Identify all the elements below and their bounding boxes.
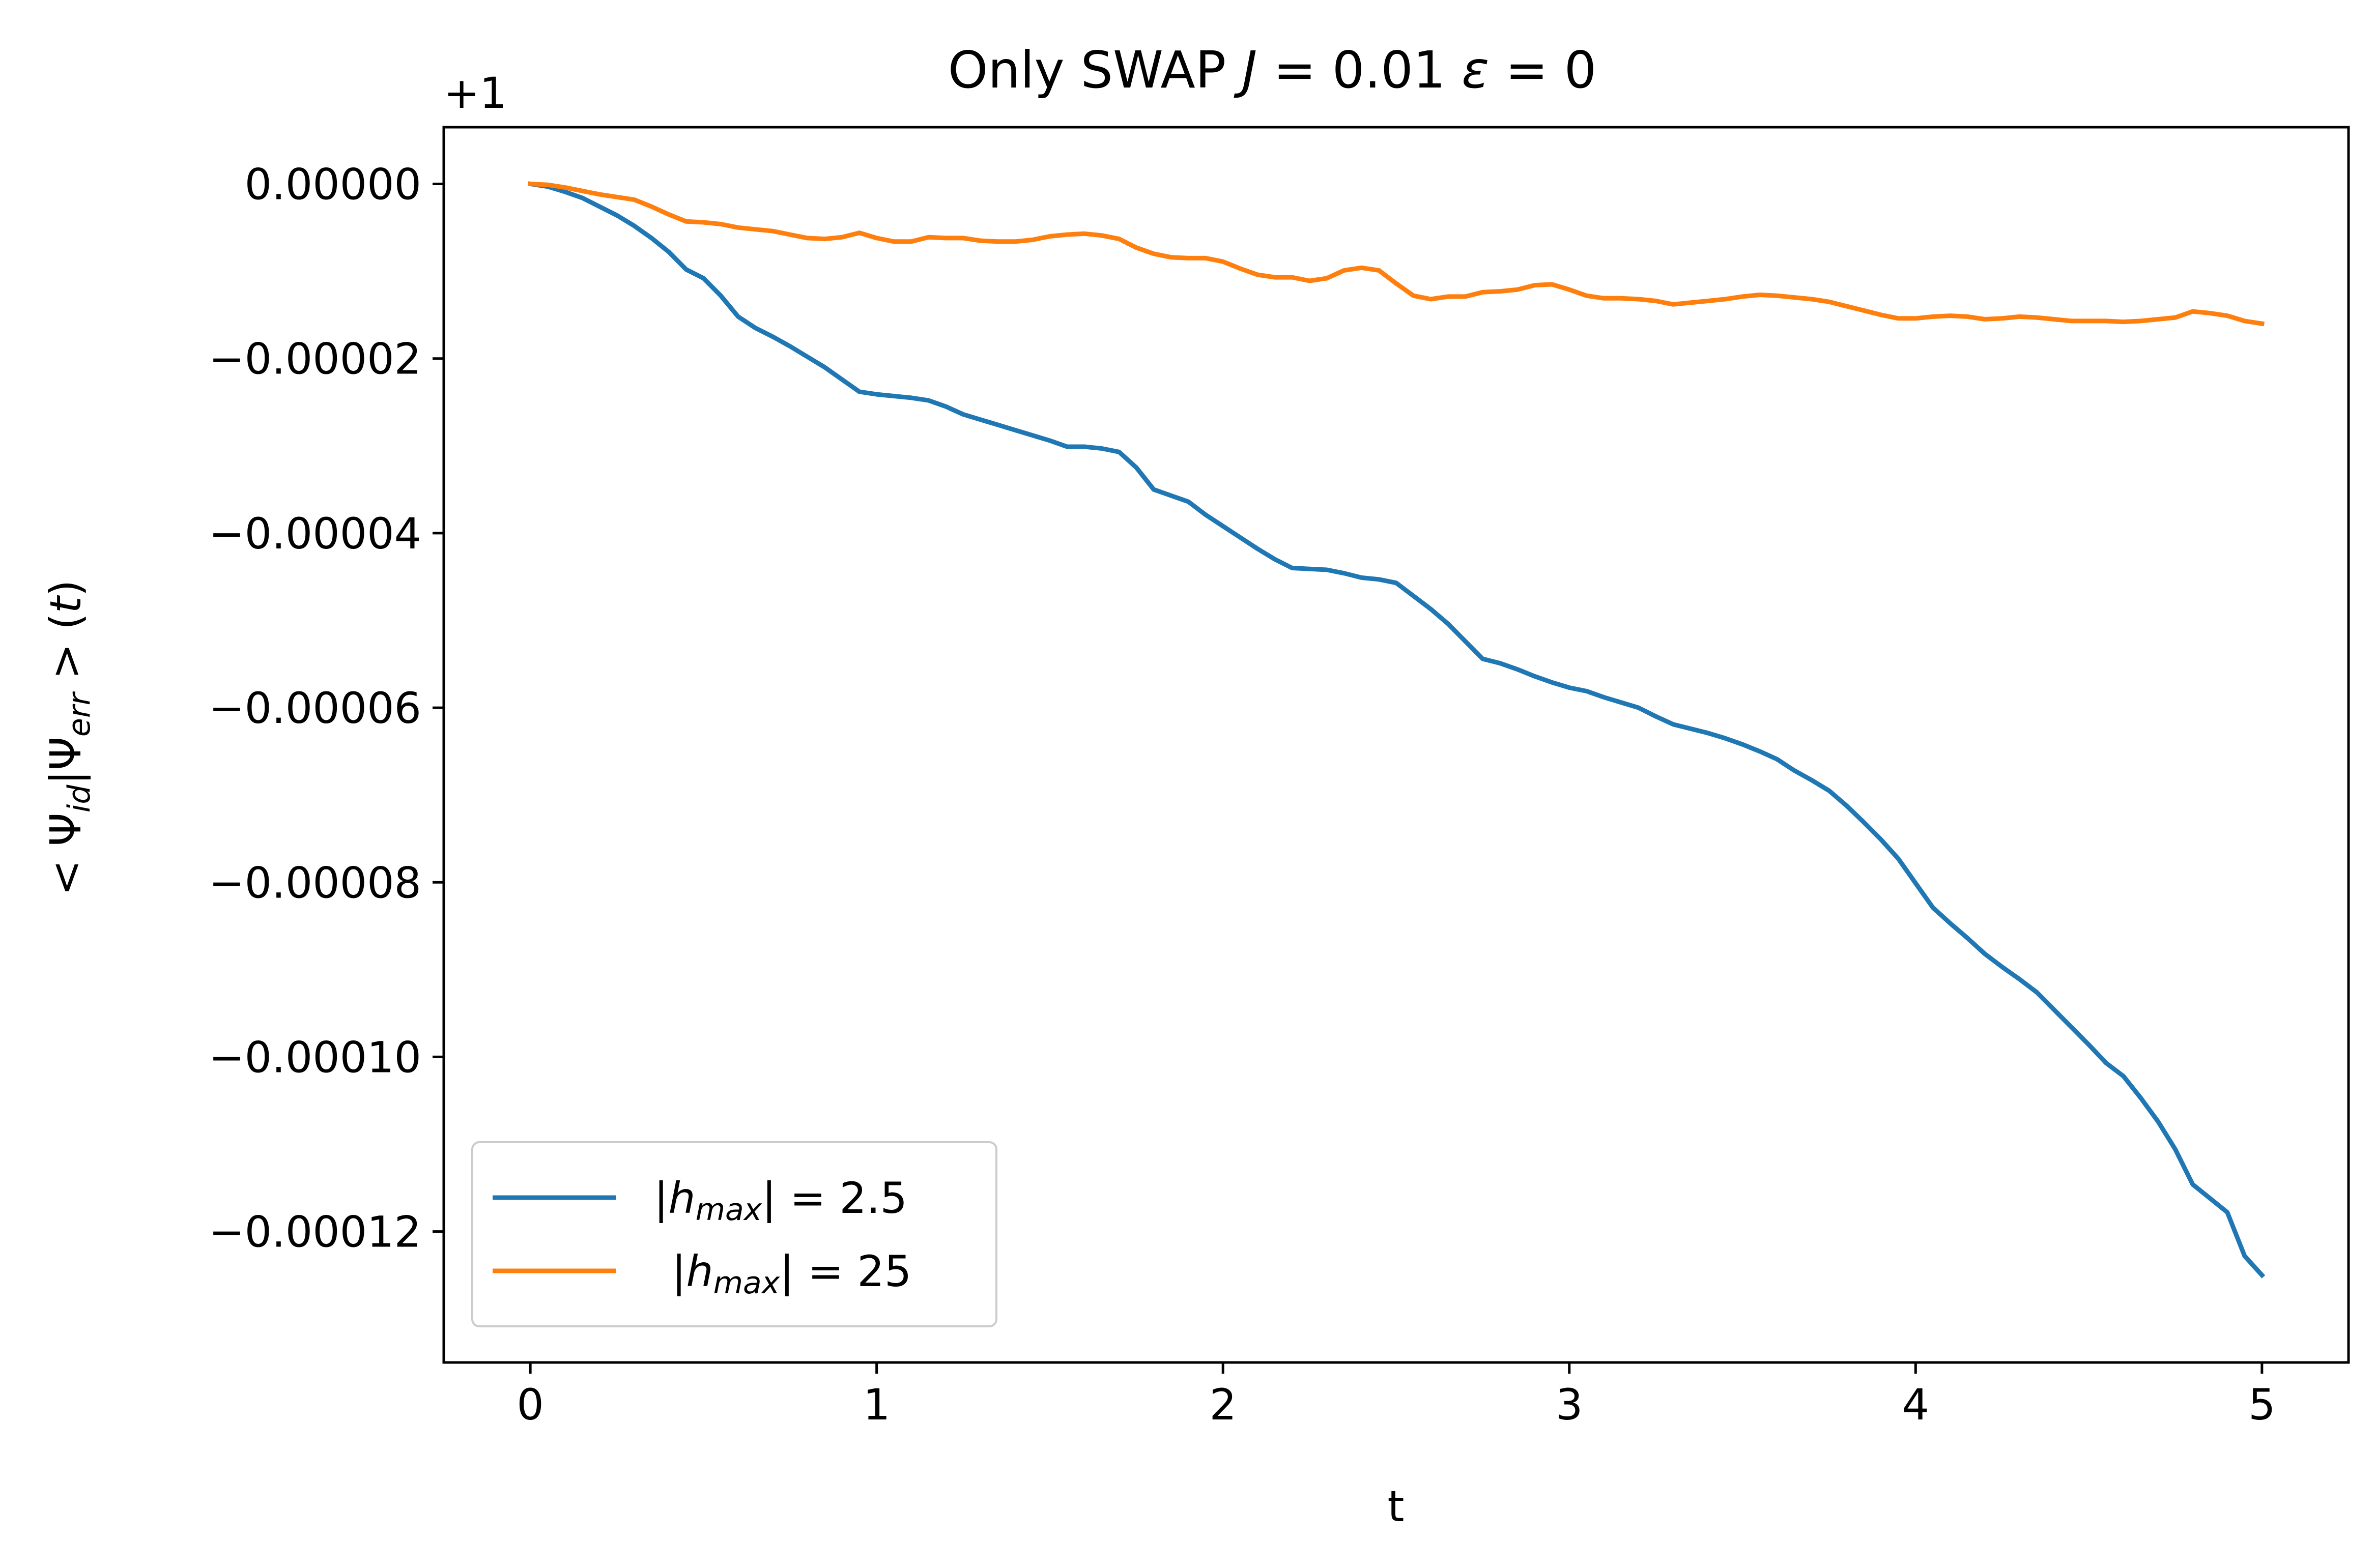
y-tick-label: −0.00010 xyxy=(209,1032,421,1082)
x-tick-label: 0 xyxy=(517,1380,543,1430)
chart-title: Only SWAP J = 0.01 ε = 0 xyxy=(948,40,1597,100)
legend-label-hmax-25: |hmax| = 25 xyxy=(672,1246,911,1301)
legend-box xyxy=(471,1141,997,1327)
series-lines xyxy=(527,181,2266,1279)
y-tick-label: −0.00008 xyxy=(209,858,421,908)
y-tick-label: −0.00002 xyxy=(209,334,421,384)
plot-frame xyxy=(442,126,2350,1364)
y-tick-label: −0.00012 xyxy=(209,1207,421,1257)
series-line-0 xyxy=(527,181,2266,1279)
x-tick-label: 4 xyxy=(1902,1380,1929,1430)
x-axis-label: t xyxy=(1388,1482,1405,1531)
y-offset-label: +1 xyxy=(444,68,507,118)
legend-label-hmax-2.5: |hmax| = 2.5 xyxy=(654,1173,907,1228)
y-tick-label: −0.00006 xyxy=(209,683,421,733)
axis-ticks: 0 1 2 3 4 5 0.00000 −0.00002 −0.00004 −0.00006 −0.… xyxy=(209,160,2275,1430)
y-tick-label: −0.00004 xyxy=(209,509,421,559)
x-tick-label: 3 xyxy=(1556,1380,1583,1430)
series-line-1 xyxy=(528,181,2265,327)
legend: |hmax| = 2.5 |hmax| = 25 xyxy=(471,1141,997,1327)
x-tick-label: 5 xyxy=(2248,1380,2275,1430)
y-axis-label: < Ψid|Ψerr > (t) xyxy=(41,580,97,896)
y-tick-label: 0.00000 xyxy=(245,160,421,210)
x-tick-label: 2 xyxy=(1210,1380,1237,1430)
x-tick-label: 1 xyxy=(863,1380,890,1430)
